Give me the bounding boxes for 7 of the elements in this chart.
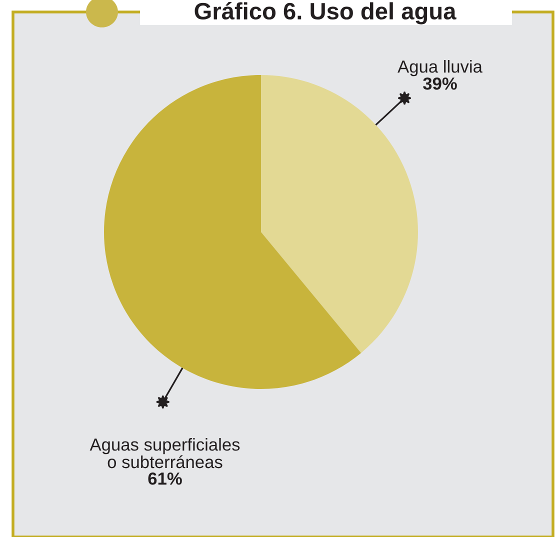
chart-title: Gráfico 6. Uso del agua: [194, 2, 456, 24]
pie-slice: [261, 75, 418, 353]
pie-slice: [104, 75, 362, 389]
slice-label: Aguas superficiales o subterráneas: [90, 438, 240, 468]
data-label: 61%: [148, 472, 182, 485]
data-label: 39%: [423, 77, 457, 90]
slice-label: Agua lluvia: [398, 60, 482, 76]
